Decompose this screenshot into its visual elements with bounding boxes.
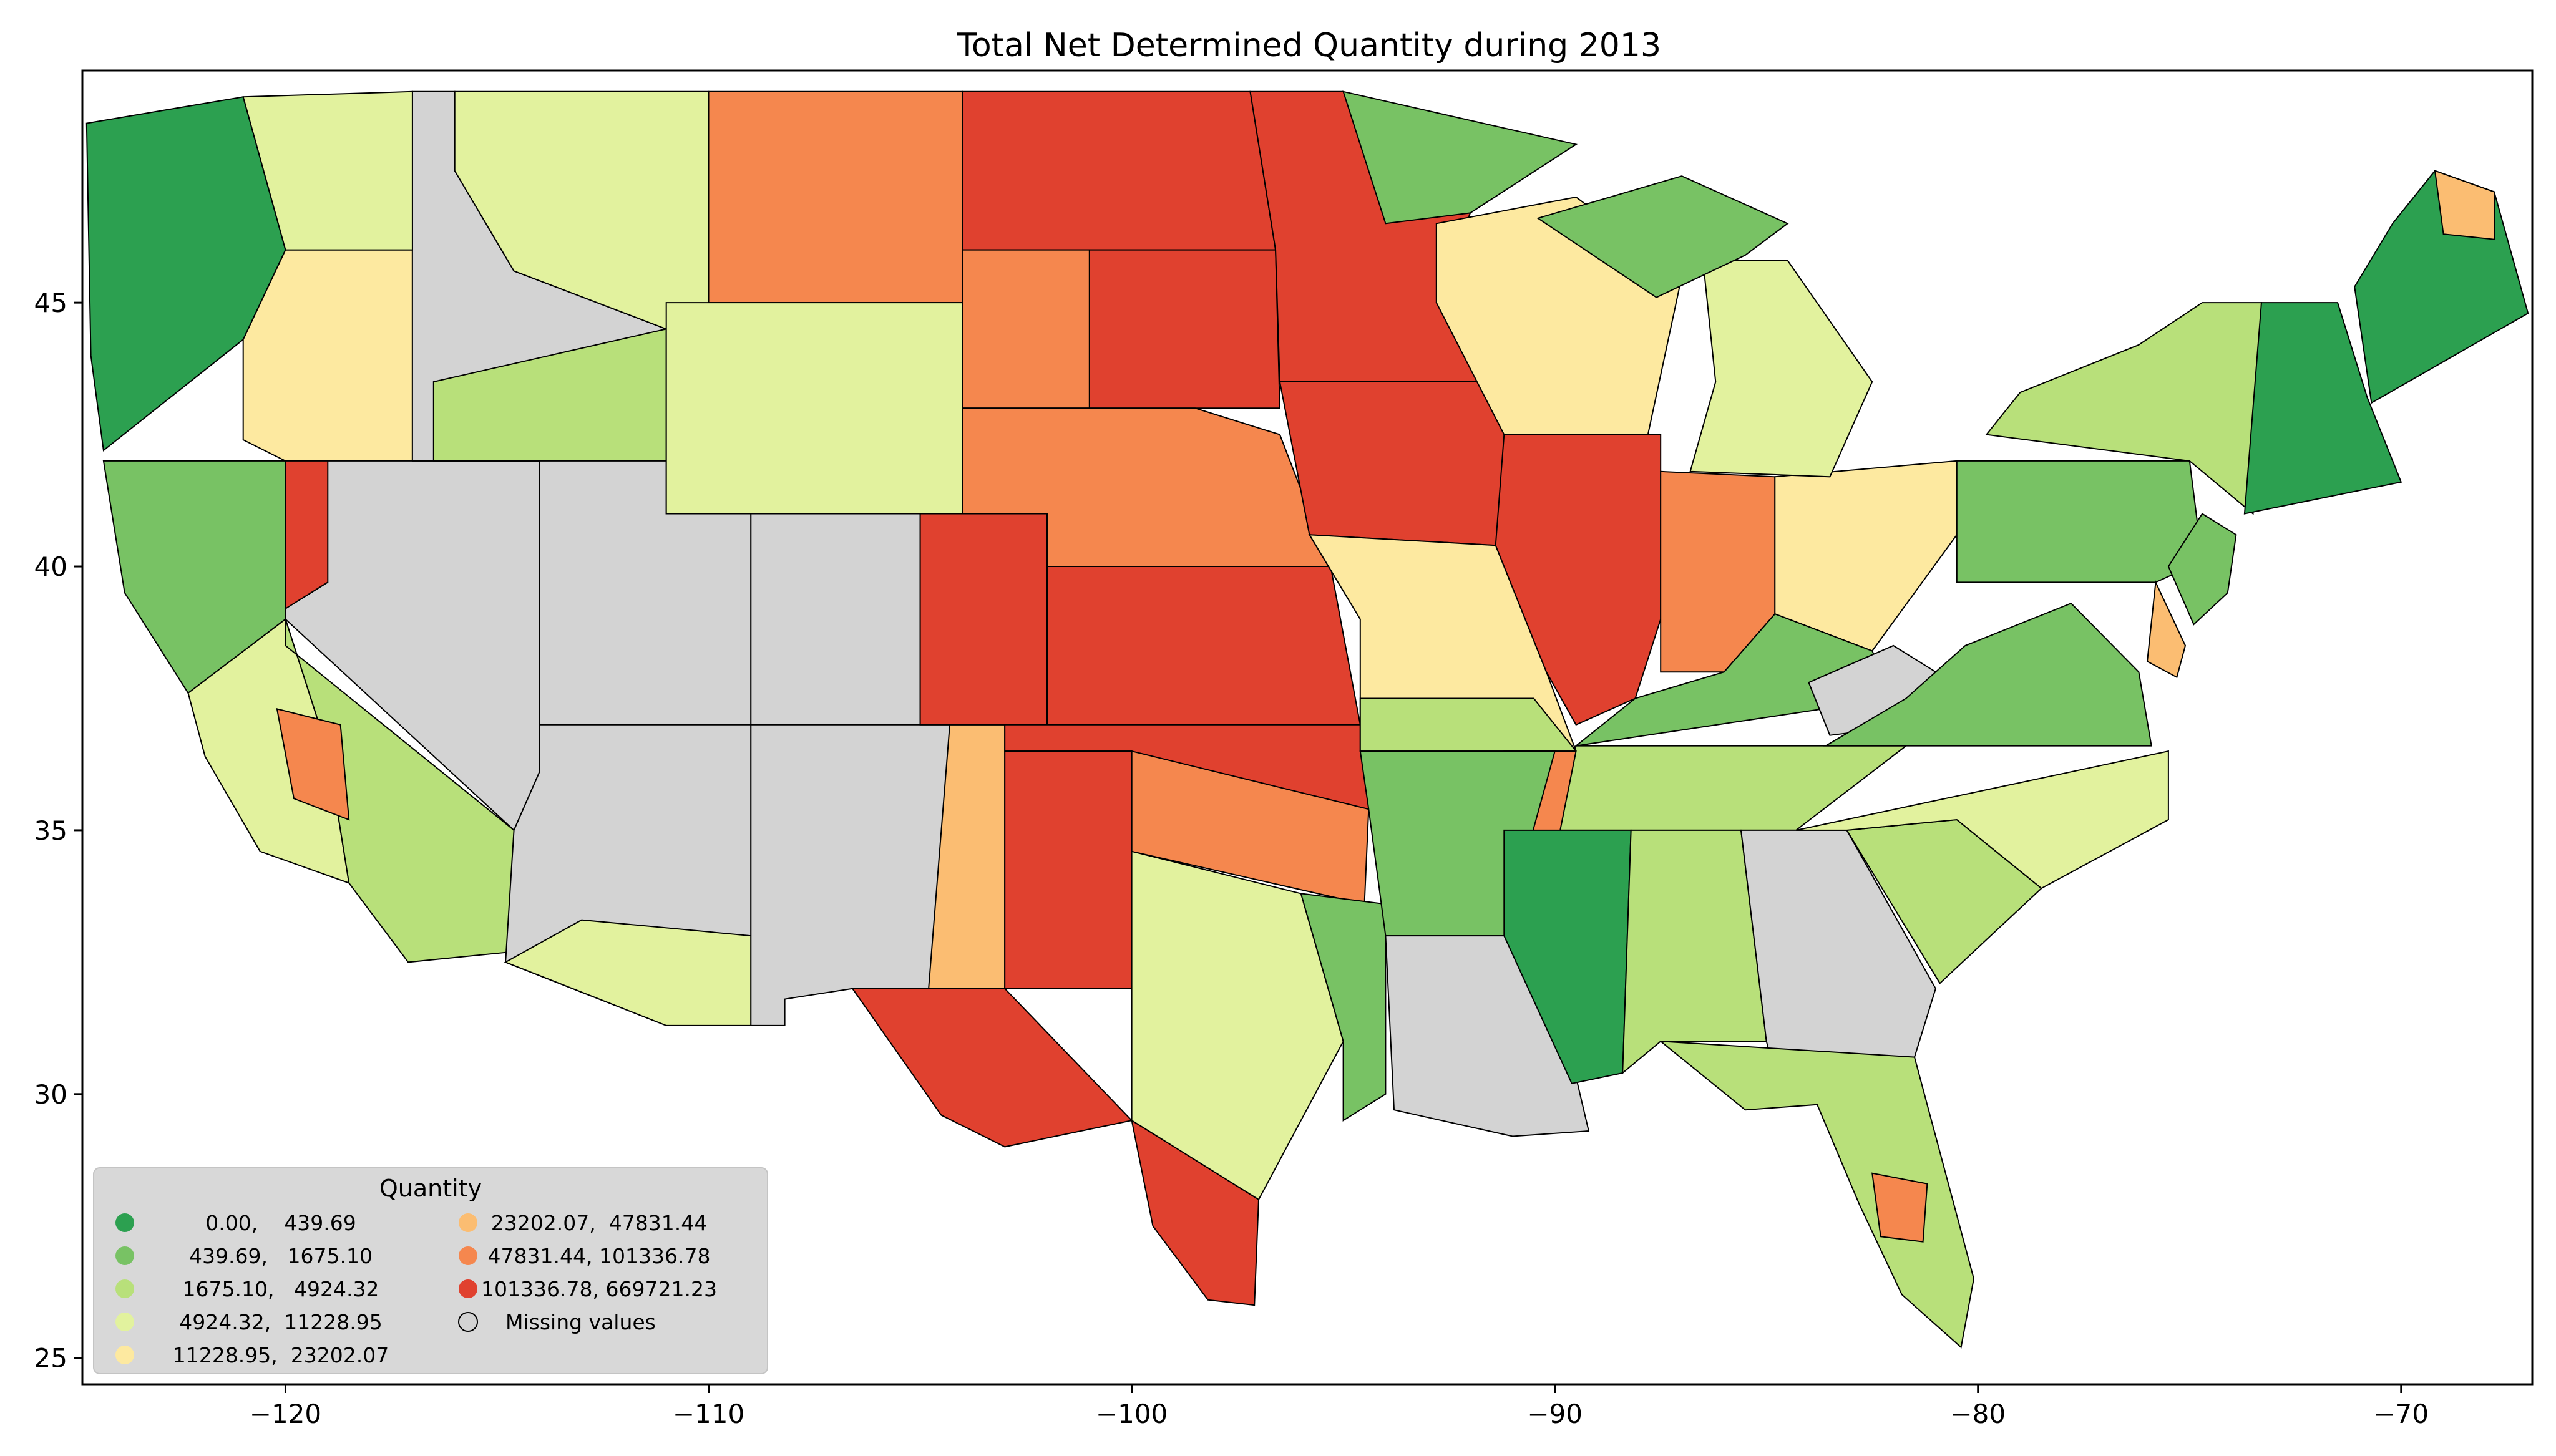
x-tick-label-2: −100 bbox=[1096, 1399, 1168, 1429]
region-22 bbox=[962, 249, 1090, 409]
region-25 bbox=[919, 513, 1048, 726]
region-29 bbox=[851, 988, 1133, 1148]
region-60 bbox=[2243, 302, 2402, 515]
x-tick-label-5: −70 bbox=[2373, 1399, 2429, 1429]
region-56 bbox=[1659, 1041, 1975, 1349]
region-50 bbox=[1503, 829, 1632, 1085]
region-32 bbox=[1300, 893, 1387, 1122]
legend-label-8: Missing values bbox=[505, 1310, 656, 1334]
region-58 bbox=[1956, 460, 2203, 583]
region-7 bbox=[285, 460, 329, 610]
legend-label-7: 101336.78, 669721.23 bbox=[481, 1277, 717, 1301]
region-62 bbox=[2434, 170, 2495, 240]
legend-items: 0.00, 439.69 439.69, 1675.10 1675.10, 4924… bbox=[115, 1211, 717, 1367]
region-55 bbox=[1823, 603, 2152, 747]
legend-swatch-1 bbox=[115, 1246, 134, 1265]
region-12 bbox=[708, 90, 963, 304]
y-tick-label-1: 30 bbox=[34, 1079, 67, 1110]
region-43 bbox=[1536, 175, 1789, 298]
chart-title: Total Net Determined Quantity during 201… bbox=[957, 27, 1661, 64]
regions-layer bbox=[85, 90, 2529, 1349]
region-14 bbox=[665, 302, 963, 515]
region-38 bbox=[1495, 434, 1662, 726]
region-41 bbox=[1774, 460, 1958, 652]
x-tick-label-0: −120 bbox=[250, 1399, 321, 1429]
legend: Quantity 0.00, 439.69 439.69, 1675.10 1675… bbox=[93, 1167, 768, 1374]
y-tick-label-3: 40 bbox=[34, 551, 67, 582]
y-tick-label-0: 25 bbox=[34, 1343, 67, 1374]
x-tick-label-3: −90 bbox=[1527, 1399, 1583, 1429]
legend-title: Quantity bbox=[379, 1175, 482, 1202]
y-tick-label-2: 35 bbox=[34, 815, 67, 846]
plot-area bbox=[81, 69, 2534, 1386]
region-63 bbox=[2146, 580, 2187, 679]
region-57 bbox=[1871, 1172, 1928, 1243]
y-axis: 25 30 35 40 45 bbox=[34, 288, 82, 1374]
y-tick-label-4: 45 bbox=[34, 288, 67, 318]
x-axis: −120 −110 −100 −90 −80 −70 bbox=[250, 1384, 2429, 1429]
region-20 bbox=[962, 90, 1277, 251]
legend-swatch-3 bbox=[115, 1313, 134, 1331]
region-64 bbox=[2167, 513, 2237, 626]
region-34 bbox=[1342, 90, 1578, 225]
legend-label-5: 23202.07, 47831.44 bbox=[491, 1211, 707, 1235]
legend-label-4: 11228.95, 23202.07 bbox=[173, 1343, 389, 1367]
legend-label-1: 439.69, 1675.10 bbox=[189, 1244, 373, 1268]
legend-swatch-0 bbox=[115, 1213, 134, 1232]
legend-swatch-2 bbox=[115, 1279, 134, 1298]
region-54 bbox=[1795, 750, 2169, 890]
region-42 bbox=[1689, 260, 1873, 478]
legend-box bbox=[93, 1167, 768, 1374]
legend-swatch-5 bbox=[459, 1213, 477, 1232]
region-4 bbox=[276, 708, 350, 821]
region-15 bbox=[750, 513, 921, 726]
legend-swatch-8 bbox=[458, 1312, 478, 1332]
region-28 bbox=[1004, 750, 1133, 989]
legend-swatch-4 bbox=[115, 1346, 134, 1364]
legend-label-6: 47831.44, 101336.78 bbox=[488, 1244, 711, 1268]
legend-label-2: 1675.10, 4924.32 bbox=[183, 1277, 379, 1301]
legend-swatch-6 bbox=[459, 1246, 477, 1265]
x-tick-label-1: −110 bbox=[673, 1399, 744, 1429]
x-tick-label-4: −80 bbox=[1950, 1399, 2006, 1429]
legend-label-0: 0.00, 439.69 bbox=[205, 1211, 356, 1235]
region-59 bbox=[1985, 302, 2263, 515]
region-24 bbox=[1004, 566, 1362, 726]
region-10 bbox=[242, 90, 413, 251]
region-51 bbox=[1622, 829, 1767, 1075]
region-31 bbox=[1131, 1119, 1260, 1306]
plot-frame bbox=[81, 69, 2534, 1386]
legend-swatch-7 bbox=[459, 1279, 477, 1298]
legend-label-3: 4924.32, 11228.95 bbox=[179, 1310, 382, 1334]
